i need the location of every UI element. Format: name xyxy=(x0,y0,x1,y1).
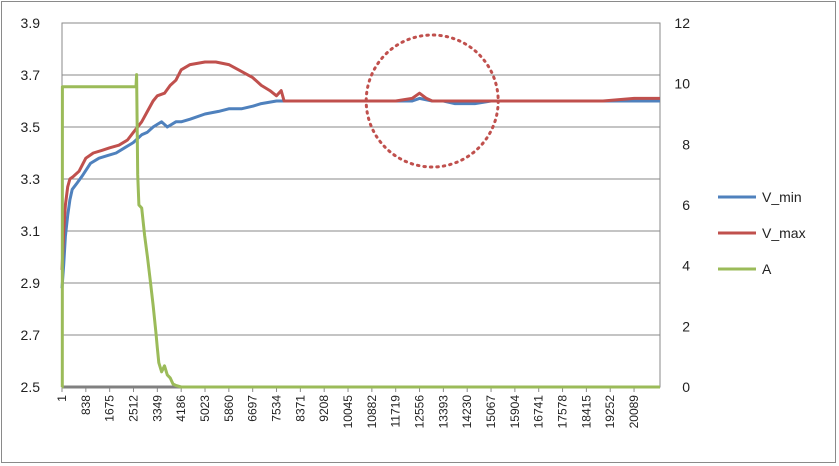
right-tick-label: 2 xyxy=(682,318,690,334)
left-tick-label: 3.7 xyxy=(21,67,41,83)
right-tick-label: 0 xyxy=(682,379,690,395)
grid-lines xyxy=(62,22,660,388)
x-tick-label: 10045 xyxy=(341,395,355,429)
left-tick-label: 3.1 xyxy=(21,223,41,239)
x-tick-label: 14230 xyxy=(460,395,474,429)
plot-area-border xyxy=(61,22,661,388)
legend-label: V_max xyxy=(762,225,806,241)
x-tick-label: 9208 xyxy=(317,395,331,422)
x-tick-label: 3349 xyxy=(150,395,164,422)
right-tick-label: 8 xyxy=(682,136,690,152)
x-tick-label: 838 xyxy=(79,395,93,415)
left-tick-label: 3.9 xyxy=(21,15,41,31)
right-axis-ticks: 0 2 4 6 8 10 12 xyxy=(674,15,690,395)
left-tick-label: 3.3 xyxy=(21,171,41,187)
left-tick-label: 2.7 xyxy=(21,327,41,343)
x-tick-label: 16741 xyxy=(532,395,546,429)
x-axis-ticks: 1 838 1675 2512 3349 4186 5023 5860 6697 7534 8371… xyxy=(55,387,641,428)
x-tick-label: 18415 xyxy=(579,395,593,429)
x-tick-label: 4186 xyxy=(174,395,188,422)
highlight-circle xyxy=(364,33,500,169)
left-tick-label: 2.5 xyxy=(21,379,41,395)
right-tick-label: 12 xyxy=(674,15,690,31)
x-tick-label: 19252 xyxy=(603,395,617,429)
series-lines xyxy=(60,60,660,389)
x-tick-label: 5860 xyxy=(222,395,236,422)
right-tick-label: 6 xyxy=(682,197,690,213)
legend: V_min V_max A xyxy=(718,189,806,277)
right-tick-label: 10 xyxy=(674,76,690,92)
x-tick-label: 11719 xyxy=(389,395,403,428)
x-tick-label: 1 xyxy=(55,395,69,402)
right-tick-label: 4 xyxy=(682,258,690,274)
x-tick-label: 7534 xyxy=(270,395,284,422)
legend-label: V_min xyxy=(762,189,802,205)
series-line-a xyxy=(60,73,660,389)
left-tick-label: 2.9 xyxy=(21,275,41,291)
x-tick-label: 6697 xyxy=(246,395,260,422)
x-tick-label: 8371 xyxy=(293,395,307,422)
series-line-v-max xyxy=(60,60,660,271)
legend-label: A xyxy=(762,261,772,277)
x-tick-label: 2512 xyxy=(127,395,141,422)
x-tick-label: 15067 xyxy=(484,395,498,429)
x-tick-label: 17578 xyxy=(556,395,570,429)
x-tick-label: 20089 xyxy=(627,395,641,429)
series-line-v-min xyxy=(60,96,660,289)
x-tick-label: 10882 xyxy=(365,395,379,429)
x-tick-label: 1675 xyxy=(103,395,117,422)
x-tick-label: 12556 xyxy=(413,395,427,429)
x-tick-label: 5023 xyxy=(198,395,212,422)
left-axis-ticks: 2.5 2.7 2.9 3.1 3.3 3.5 3.7 3.9 xyxy=(21,15,41,395)
x-tick-label: 13393 xyxy=(436,395,450,429)
x-tick-label: 15904 xyxy=(508,395,522,429)
left-tick-label: 3.5 xyxy=(21,119,41,135)
